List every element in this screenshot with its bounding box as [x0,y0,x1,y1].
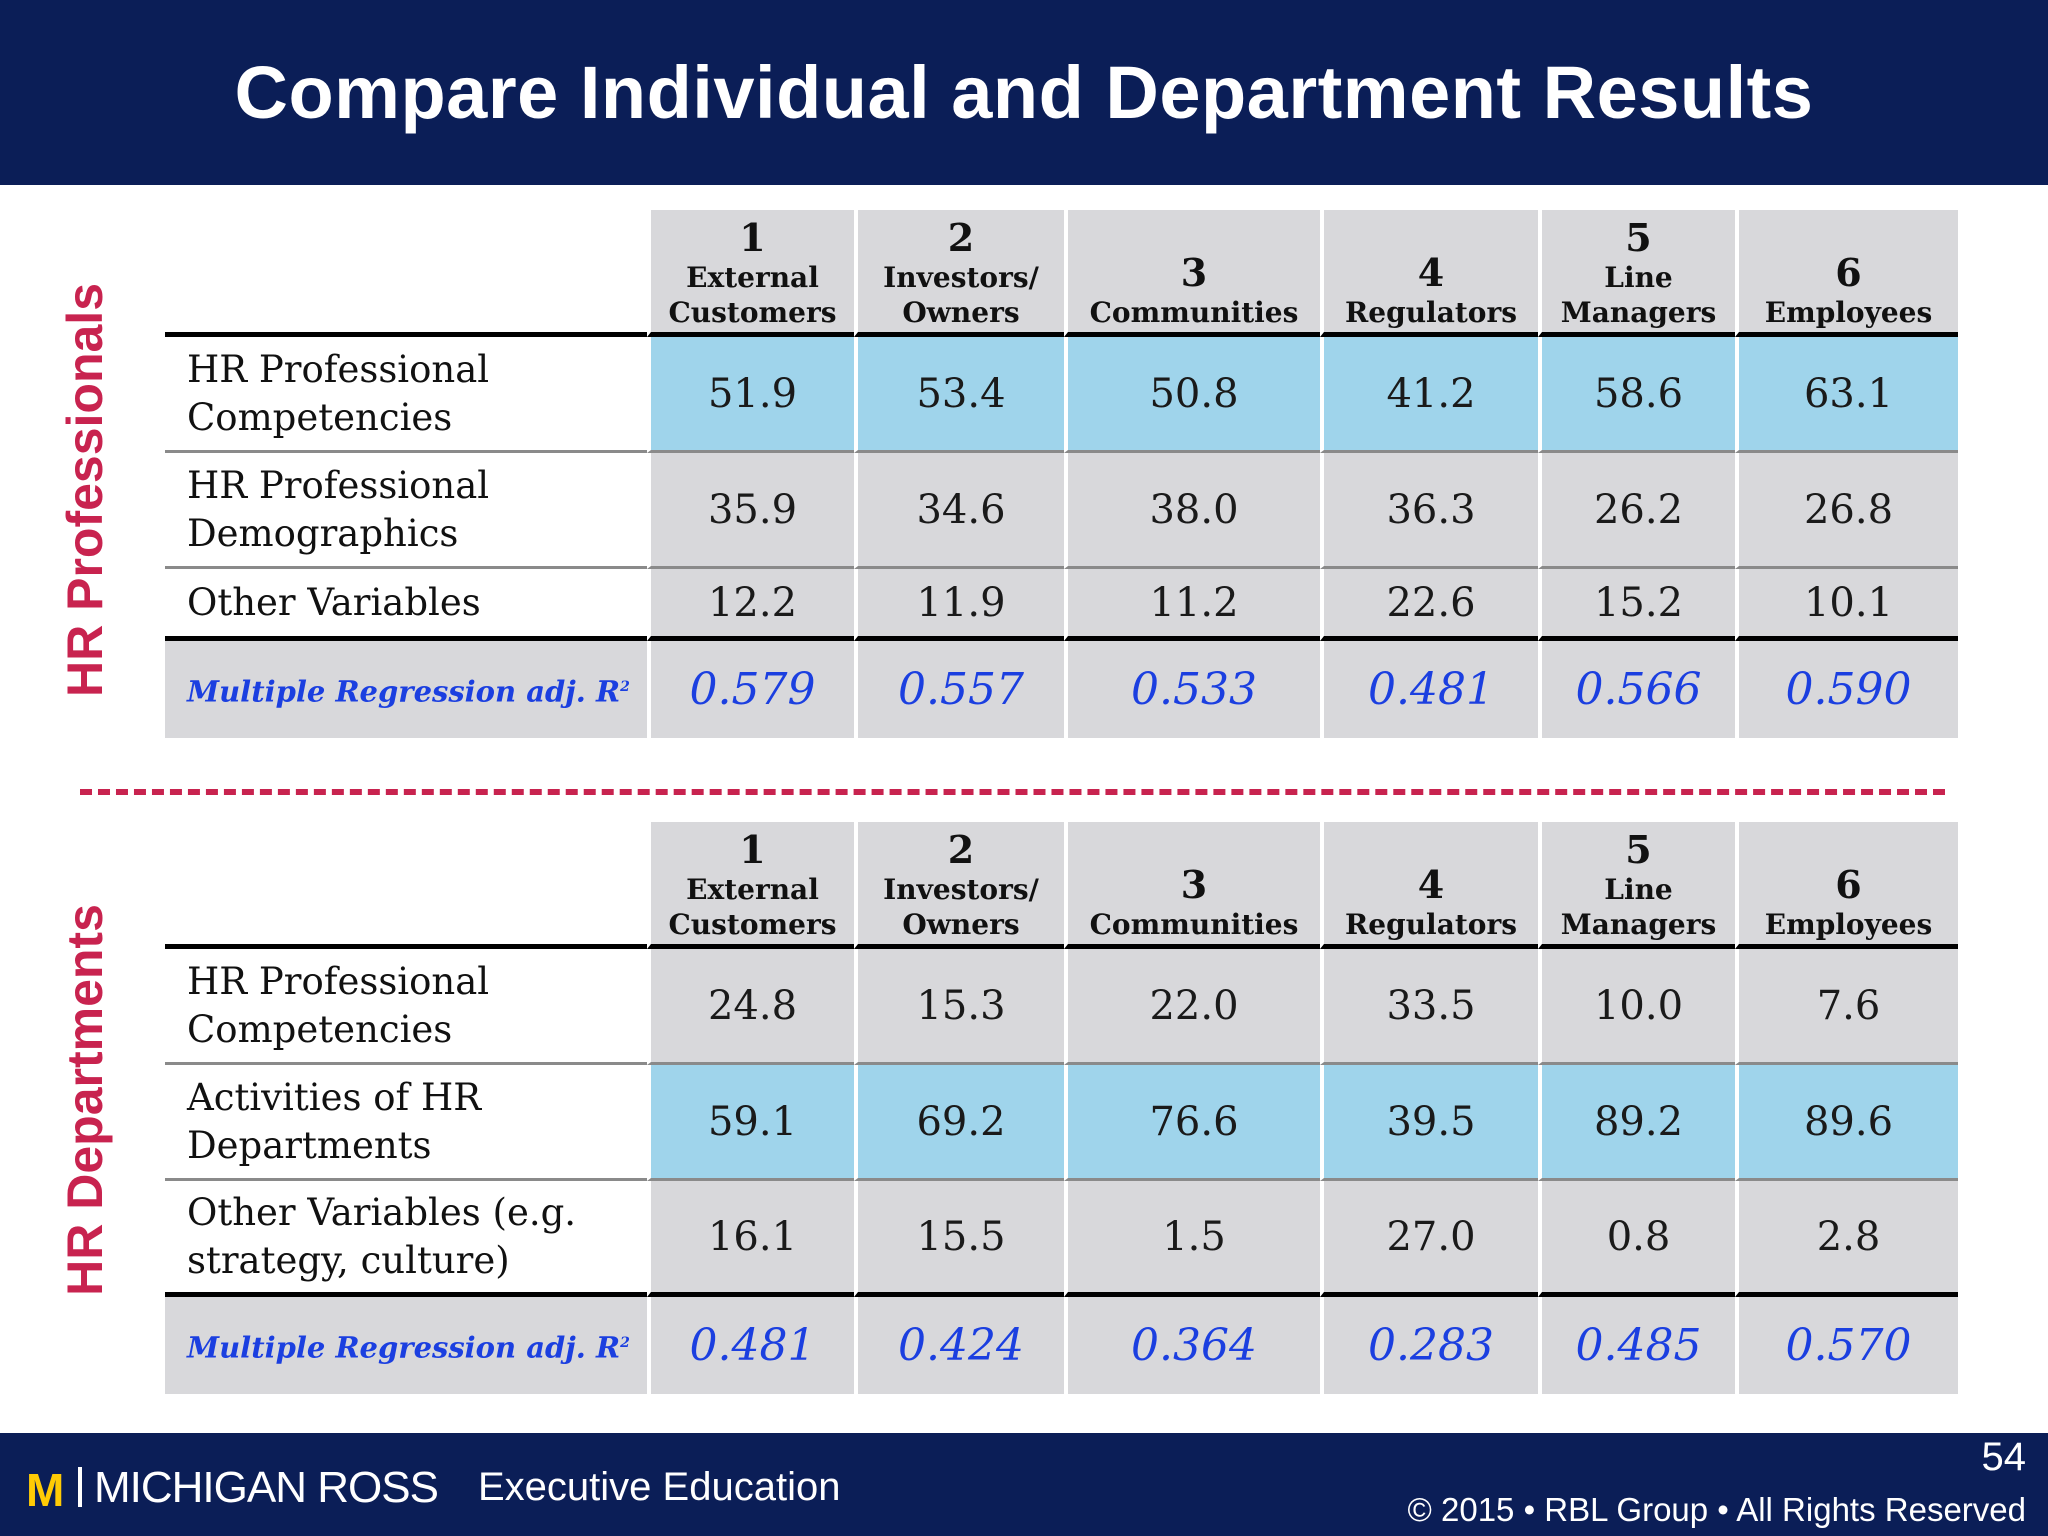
table-row: HR Professional Demographics 35.9 34.6 38… [165,453,1958,569]
executive-education-label: Executive Education [478,1465,841,1509]
regression-value: 0.533 [1064,641,1320,738]
column-header: 6 Employees [1735,822,1958,949]
column-header: 4 Regulators [1320,210,1538,337]
table-row: HR Professional Competencies 24.8 15.3 22… [165,949,1958,1065]
header-row: 1 External Customers 2 Investors/Owners 3 Co… [165,210,1958,337]
table-cell: 89.2 [1538,1065,1735,1181]
row-label: HR Professional Demographics [165,453,647,569]
column-header: 5 Line Managers [1538,822,1735,949]
table-cell: 34.6 [854,453,1064,569]
row-label: HR Professional Competencies [165,949,647,1065]
logo-divider [78,1467,82,1507]
table-cell: 22.6 [1320,569,1538,641]
regression-value: 0.590 [1735,641,1958,738]
table-cell: 39.5 [1320,1065,1538,1181]
regression-value: 0.283 [1320,1297,1538,1394]
table-cell: 38.0 [1064,453,1320,569]
row-label: HR Professional Competencies [165,337,647,453]
regression-value: 0.485 [1538,1297,1735,1394]
table-cell: 33.5 [1320,949,1538,1065]
logo-text: MICHIGAN ROSS [94,1463,439,1512]
table-cell: 11.2 [1064,569,1320,641]
table-cell: 1.5 [1064,1181,1320,1297]
row-label: Other Variables (e.g. strategy, culture) [165,1181,647,1297]
table-cell: 51.9 [647,337,854,453]
regression-label: Multiple Regression adj. R2 [165,641,647,738]
section-label-text: HR Departments [57,904,113,1296]
table-cell: 15.2 [1538,569,1735,641]
table-cell: 59.1 [647,1065,854,1181]
table-cell: 22.0 [1064,949,1320,1065]
regression-value: 0.566 [1538,641,1735,738]
table-cell: 27.0 [1320,1181,1538,1297]
table-cell: 36.3 [1320,453,1538,569]
regression-label: Multiple Regression adj. R2 [165,1297,647,1394]
regression-value: 0.424 [854,1297,1064,1394]
column-header: 5 Line Managers [1538,210,1735,337]
regression-value: 0.570 [1735,1297,1958,1394]
table-cell: 7.6 [1735,949,1958,1065]
regression-value: 0.481 [1320,641,1538,738]
regression-value: 0.481 [647,1297,854,1394]
column-header: 2 Investors/Owners [854,822,1064,949]
table-cell: 10.0 [1538,949,1735,1065]
column-header: 6 Employees [1735,210,1958,337]
column-header: 2 Investors/Owners [854,210,1064,337]
column-header: 1 External Customers [647,822,854,949]
column-header: 1 External Customers [647,210,854,337]
title-bar: Compare Individual and Department Result… [0,0,2048,185]
page-title: Compare Individual and Department Result… [234,51,1814,134]
table-row: Activities of HR Departments 59.1 69.2 76… [165,1065,1958,1181]
copyright-text: © 2015 • RBL Group • All Rights Reserved [1407,1491,2027,1528]
table-row: Other Variables (e.g. strategy, culture) … [165,1181,1958,1297]
row-label: Activities of HR Departments [165,1065,647,1181]
column-header: 4 Regulators [1320,822,1538,949]
header-blank [165,210,647,337]
hr-professionals-table: 1 External Customers 2 Investors/Owners 3 Co… [165,210,1958,738]
table-cell: 15.5 [854,1181,1064,1297]
table-cell: 53.4 [854,337,1064,453]
table-cell: 89.6 [1735,1065,1958,1181]
table-cell: 50.8 [1064,337,1320,453]
michigan-logo-icon: M [26,1464,65,1516]
regression-row: Multiple Regression adj. R2 0.579 0.557 … [165,641,1958,738]
header-row: 1 External Customers 2 Investors/Owners 3 Co… [165,822,1958,949]
table-cell: 63.1 [1735,337,1958,453]
table-row: HR Professional Competencies 51.9 53.4 50… [165,337,1958,453]
footer: M MICHIGAN ROSS Executive Education 54 ©… [0,1433,2048,1536]
row-label: Other Variables [165,569,647,641]
table-cell: 24.8 [647,949,854,1065]
page-number: 54 [1981,1435,2027,1479]
table-row: Other Variables 12.2 11.9 11.2 22.6 15.2… [165,569,1958,641]
regression-value: 0.579 [647,641,854,738]
section-label-hr-departments: HR Departments [30,850,140,1350]
table-cell: 2.8 [1735,1181,1958,1297]
section-label-text: HR Professionals [57,282,114,698]
table-cell: 69.2 [854,1065,1064,1181]
column-header: 3 Communities [1064,822,1320,949]
regression-value: 0.364 [1064,1297,1320,1394]
table-cell: 35.9 [647,453,854,569]
table-cell: 41.2 [1320,337,1538,453]
hr-departments-table: 1 External Customers 2 Investors/Owners 3 Co… [165,822,1958,1394]
regression-row: Multiple Regression adj. R2 0.481 0.424 … [165,1297,1958,1394]
header-blank [165,822,647,949]
table-cell: 58.6 [1538,337,1735,453]
section-divider [80,789,1945,795]
table-cell: 76.6 [1064,1065,1320,1181]
table-cell: 26.8 [1735,453,1958,569]
table-cell: 0.8 [1538,1181,1735,1297]
regression-value: 0.557 [854,641,1064,738]
table-cell: 26.2 [1538,453,1735,569]
table-cell: 16.1 [647,1181,854,1297]
table-cell: 10.1 [1735,569,1958,641]
table-cell: 15.3 [854,949,1064,1065]
table-cell: 11.9 [854,569,1064,641]
section-label-hr-professionals: HR Professionals [30,230,140,750]
table-cell: 12.2 [647,569,854,641]
column-header: 3 Communities [1064,210,1320,337]
